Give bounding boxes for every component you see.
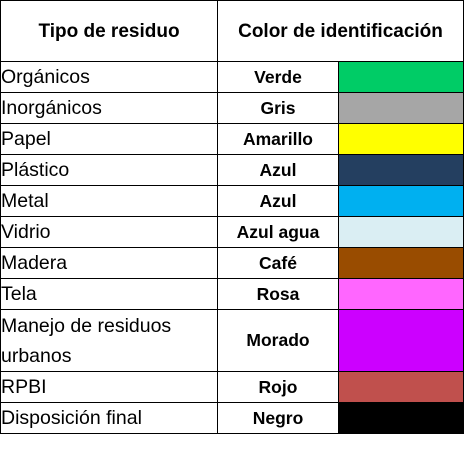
color-name-cell: Gris: [217, 92, 339, 124]
color-swatch: [339, 372, 463, 402]
color-swatch: [339, 186, 463, 216]
table-row: Metal Azul: [0, 185, 464, 217]
color-swatch-cell: [338, 371, 464, 403]
waste-color-table: Tipo de residuo Color de identificación …: [0, 0, 464, 434]
table-row: Manejo de residuos urbanos Morado: [0, 309, 464, 372]
color-swatch: [339, 279, 463, 309]
color-swatch: [339, 248, 463, 278]
waste-type-cell: Papel: [0, 123, 218, 155]
header-identification-color: Color de identificación: [217, 0, 464, 62]
color-swatch-cell: [338, 402, 464, 434]
waste-type-cell: Manejo de residuos urbanos: [0, 309, 218, 372]
color-name-cell: Negro: [217, 402, 339, 434]
waste-type-cell: RPBI: [0, 371, 218, 403]
color-swatch: [339, 217, 463, 247]
color-swatch-cell: [338, 216, 464, 248]
waste-type-cell: Inorgánicos: [0, 92, 218, 124]
table-row: Inorgánicos Gris: [0, 92, 464, 124]
color-name-cell: Amarillo: [217, 123, 339, 155]
color-swatch-cell: [338, 154, 464, 186]
color-name-cell: Rojo: [217, 371, 339, 403]
table-row: Disposición final Negro: [0, 402, 464, 434]
color-name-cell: Café: [217, 247, 339, 279]
waste-type-cell: Metal: [0, 185, 218, 217]
table-row: Madera Café: [0, 247, 464, 279]
waste-type-cell: Orgánicos: [0, 61, 218, 93]
waste-type-cell: Plástico: [0, 154, 218, 186]
color-swatch: [339, 93, 463, 123]
table-row: Tela Rosa: [0, 278, 464, 310]
waste-type-cell: Vidrio: [0, 216, 218, 248]
waste-type-cell: Tela: [0, 278, 218, 310]
color-swatch: [339, 403, 463, 433]
table-row: Papel Amarillo: [0, 123, 464, 155]
color-swatch: [339, 155, 463, 185]
waste-type-cell: Madera: [0, 247, 218, 279]
header-row: Tipo de residuo Color de identificación: [0, 0, 464, 62]
color-swatch-cell: [338, 92, 464, 124]
table-row: Vidrio Azul agua: [0, 216, 464, 248]
color-swatch-cell: [338, 309, 464, 372]
color-swatch: [339, 310, 463, 371]
color-name-cell: Verde: [217, 61, 339, 93]
color-name-cell: Azul: [217, 185, 339, 217]
color-name-cell: Azul agua: [217, 216, 339, 248]
table-row: Plástico Azul: [0, 154, 464, 186]
color-swatch-cell: [338, 123, 464, 155]
color-swatch: [339, 124, 463, 154]
color-swatch-cell: [338, 61, 464, 93]
table-row: RPBI Rojo: [0, 371, 464, 403]
color-swatch: [339, 62, 463, 92]
waste-type-cell: Disposición final: [0, 402, 218, 434]
color-swatch-cell: [338, 185, 464, 217]
header-waste-type: Tipo de residuo: [0, 0, 218, 62]
color-swatch-cell: [338, 278, 464, 310]
table-row: Orgánicos Verde: [0, 61, 464, 93]
color-swatch-cell: [338, 247, 464, 279]
color-name-cell: Rosa: [217, 278, 339, 310]
color-name-cell: Morado: [217, 309, 339, 372]
color-name-cell: Azul: [217, 154, 339, 186]
